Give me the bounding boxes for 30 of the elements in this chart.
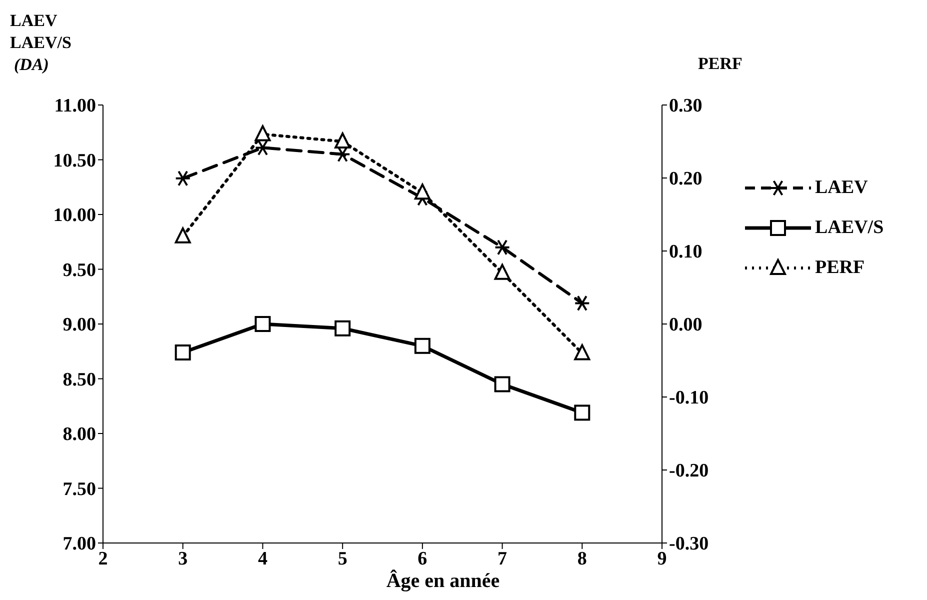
y-tick-label: 7.00 <box>62 534 96 555</box>
y2-tick-label: 0.20 <box>669 168 702 190</box>
y2-tick-label: -0.20 <box>669 460 709 482</box>
x-tick-label: 3 <box>178 548 188 570</box>
y2-tick-label: -0.10 <box>669 388 709 409</box>
y-tick-label: 8.50 <box>62 369 96 390</box>
x-tick-label: 9 <box>657 548 667 570</box>
y-tick-label: 9.00 <box>62 314 96 336</box>
y-tick-label: 8.00 <box>62 424 96 446</box>
legend-label: LAEV <box>815 177 868 199</box>
y2-tick-label: -0.30 <box>669 534 709 555</box>
y2-axis-title: PERF <box>698 54 742 74</box>
y-tick-label: 7.50 <box>62 478 96 500</box>
y-tick-label: 11.00 <box>54 96 96 117</box>
x-tick-label: 2 <box>98 548 108 570</box>
y-tick-label: 10.50 <box>53 150 96 172</box>
x-axis-title: Âge en année <box>385 570 501 593</box>
y2-tick-label: 0.00 <box>669 314 702 336</box>
x-tick-label: 7 <box>498 548 508 570</box>
legend-label: LAEV/S <box>815 217 884 239</box>
y2-tick-label: 0.30 <box>669 96 702 117</box>
y-tick-label: 9.50 <box>62 260 96 281</box>
x-tick-label: 4 <box>258 548 268 570</box>
x-tick-label: 5 <box>338 548 348 570</box>
y2-tick-label: 0.10 <box>669 242 702 263</box>
legend-label: PERF <box>815 257 865 279</box>
y-axis-title: LAEV LAEV/S (DA) <box>10 10 72 76</box>
x-tick-label: 6 <box>418 548 428 570</box>
y-tick-label: 10.00 <box>53 205 96 226</box>
x-tick-label: 8 <box>577 548 587 570</box>
